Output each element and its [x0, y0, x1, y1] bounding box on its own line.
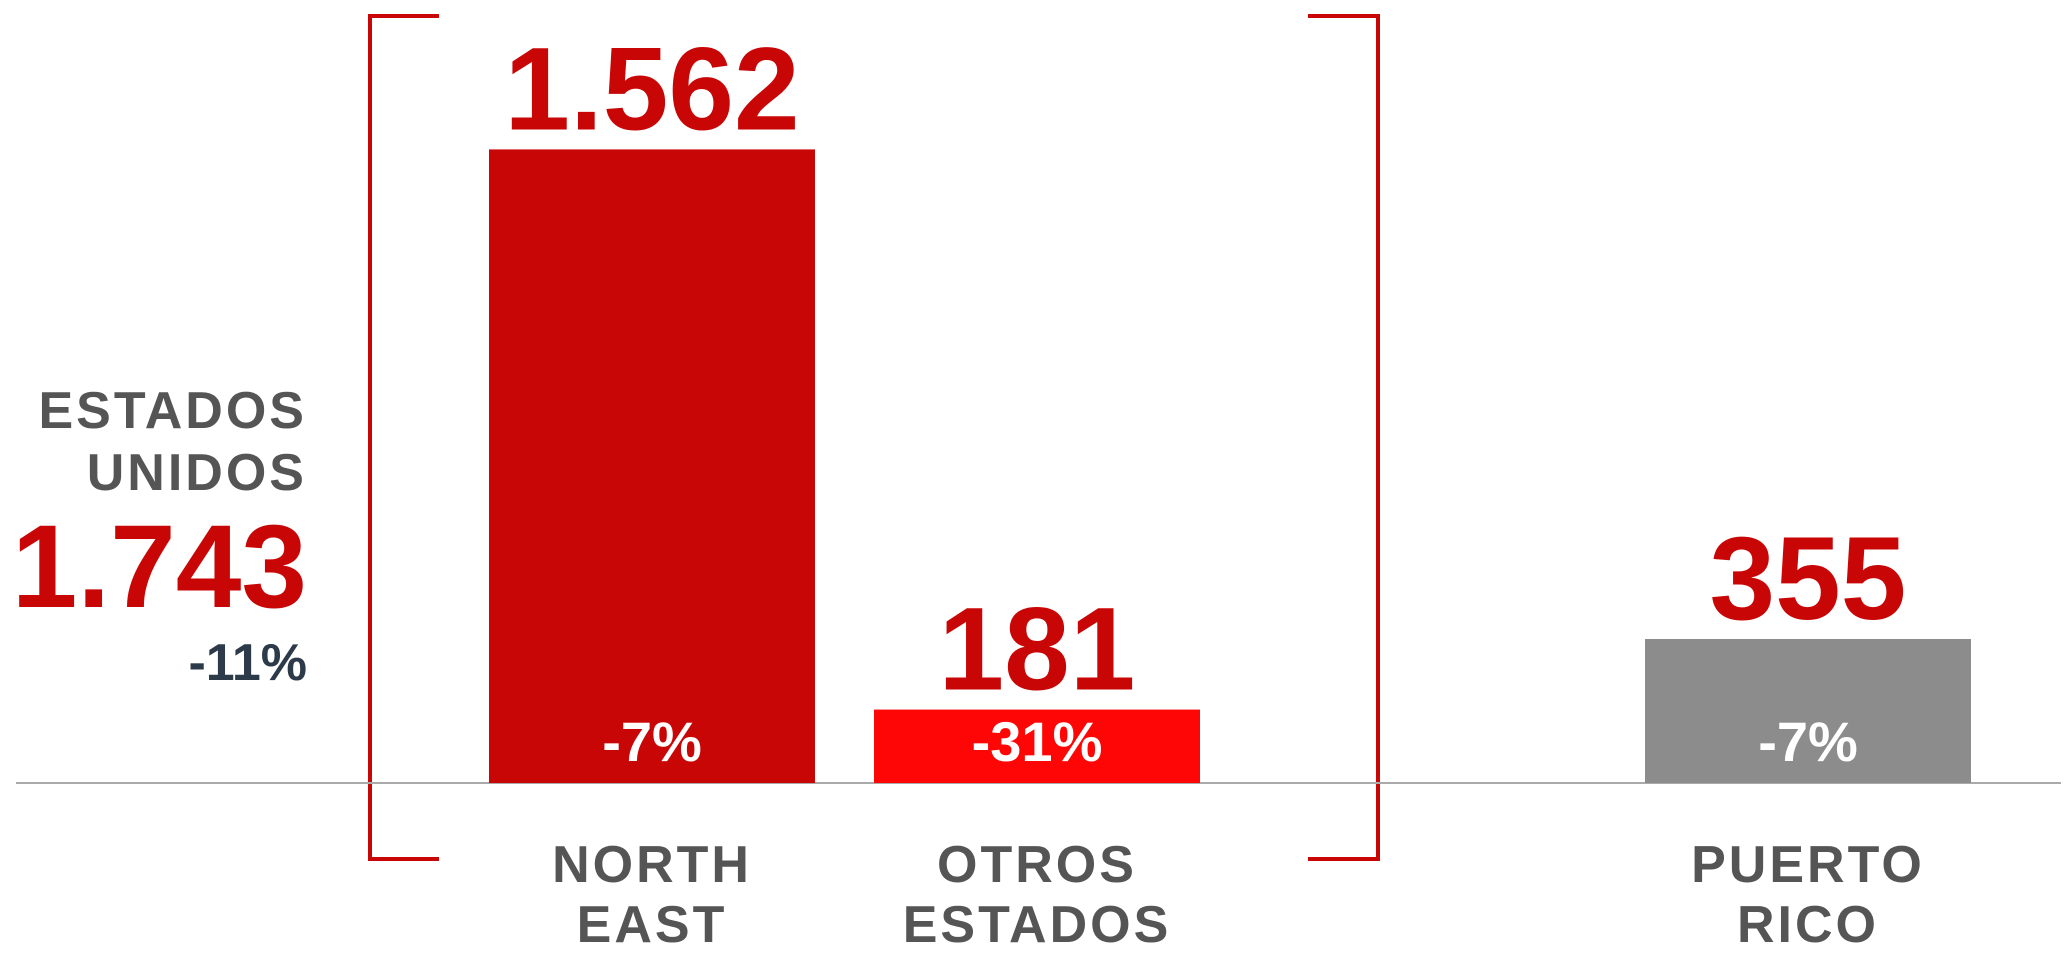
bracket-right	[1308, 14, 1380, 861]
x-tick-label: PUERTO RICO	[1691, 836, 1925, 954]
x-tick-label: NORTH EAST	[552, 836, 752, 954]
annotation-value: 1.743	[11, 501, 307, 633]
bar	[874, 709, 1200, 783]
change-label: -7%	[602, 710, 702, 773]
value-label: 1.562	[504, 23, 799, 155]
x-tick-label: OTROS ESTADOS	[902, 836, 1172, 954]
change-label: -7%	[1758, 710, 1858, 773]
annotation-label: ESTADOS UNIDOS	[38, 382, 307, 502]
bar	[489, 149, 815, 783]
bar	[1645, 639, 1971, 783]
change-label: -31%	[972, 710, 1103, 773]
bracket-left	[368, 14, 439, 861]
annotation-change: -11%	[188, 634, 307, 692]
value-label: 181	[939, 584, 1136, 716]
value-label: 355	[1710, 513, 1907, 645]
